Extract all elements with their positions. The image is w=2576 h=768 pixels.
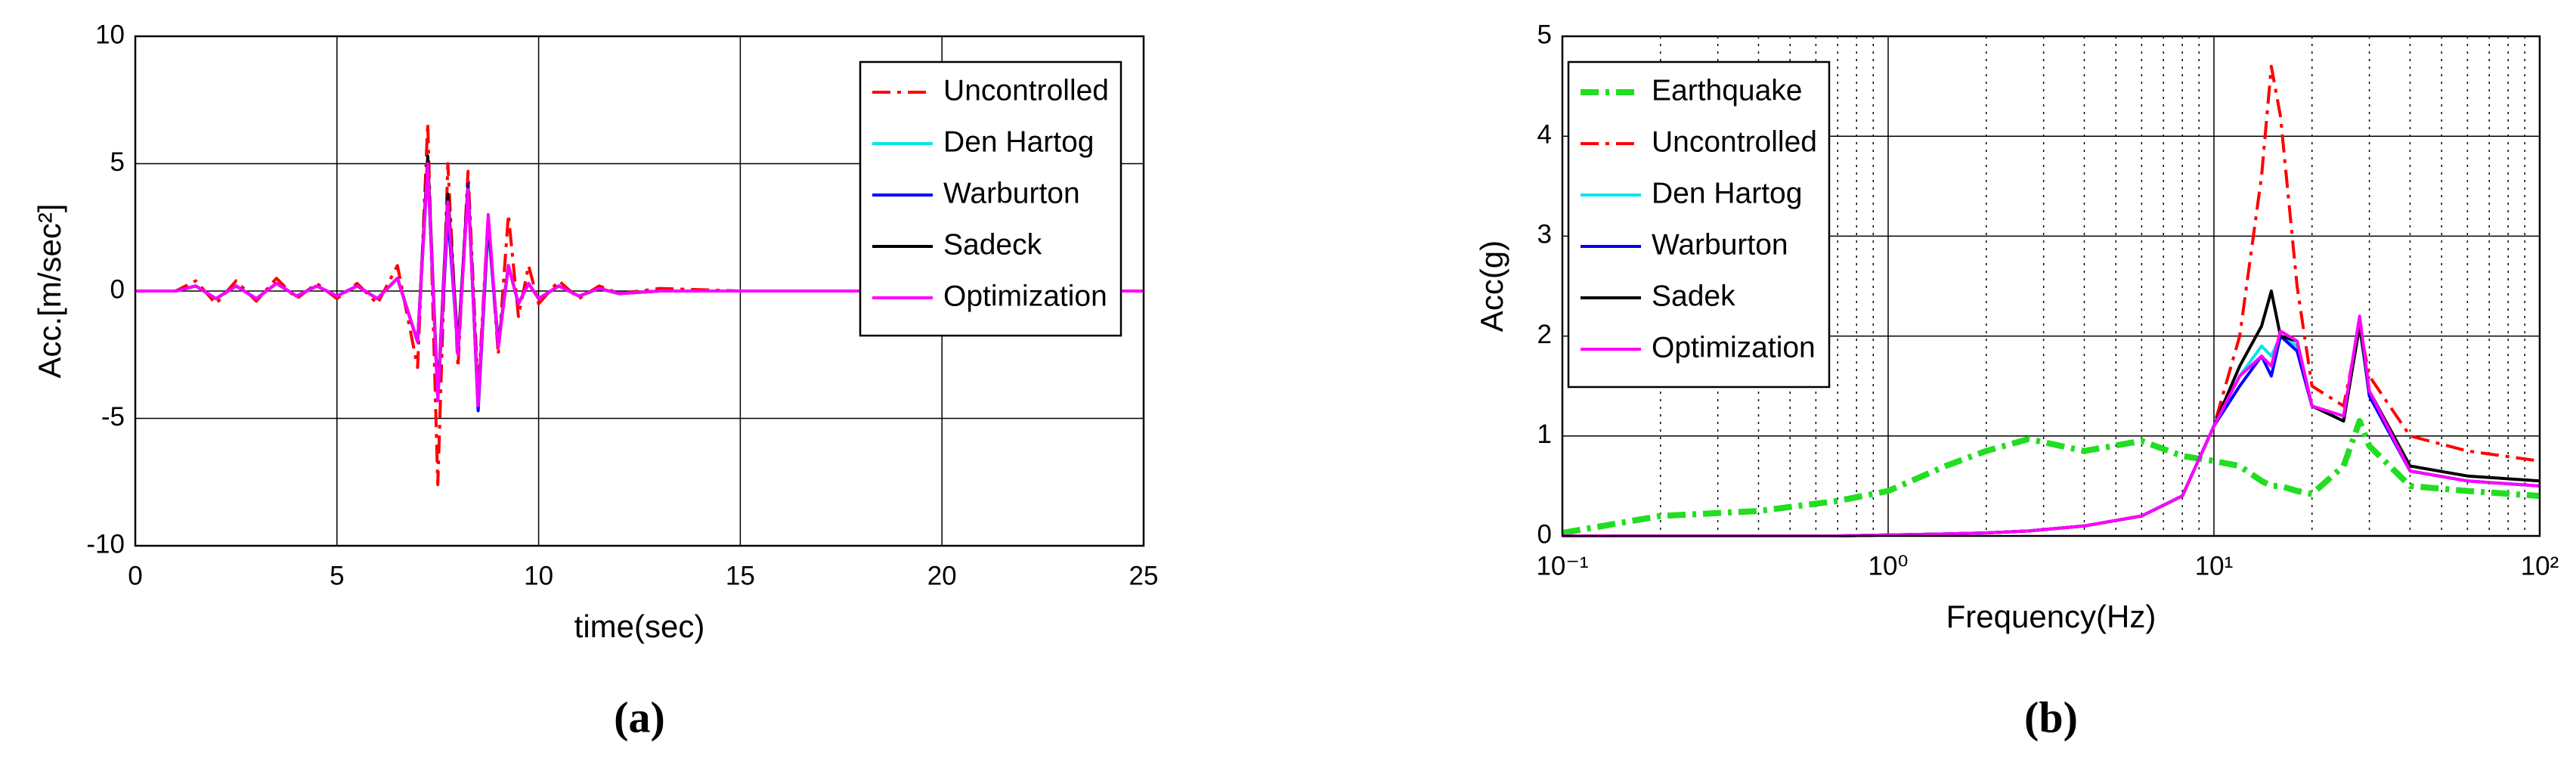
legend: Uncontrolled Den Hartog Warburton Sadeck Opt… xyxy=(859,60,1122,337)
y-tick-label: 1 xyxy=(1537,420,1552,449)
legend-label: Uncontrolled xyxy=(943,74,1109,107)
chart: 0 5 10 15 20 25 -10 -5 0 5 10 Uncontrolled Den Harto… xyxy=(32,20,1158,742)
x-tick-label: 20 xyxy=(927,561,957,590)
legend-label: Optimization xyxy=(943,280,1107,312)
caption: (b) xyxy=(2024,692,2078,742)
y-tick-label: 4 xyxy=(1537,119,1552,149)
plot-frame xyxy=(1561,35,2541,537)
x-tick-label: 0 xyxy=(128,561,142,590)
legend-label: Earthquake xyxy=(1652,74,1802,107)
plot-frame xyxy=(134,35,1145,547)
series-line xyxy=(135,162,1144,407)
y-tick-label: -10 xyxy=(86,529,125,559)
y-tick-label: -5 xyxy=(101,402,125,432)
x-tick-label: 5 xyxy=(330,561,344,590)
legend-label: Optimization xyxy=(1652,331,1816,364)
y-tick-label: 2 xyxy=(1537,320,1552,349)
y-tick-label: 0 xyxy=(1537,519,1552,549)
legend-label: Sadek xyxy=(1652,280,1735,312)
x-tick-label: 10² xyxy=(2521,551,2559,581)
y-tick-label: 0 xyxy=(110,274,125,304)
x-tick-label: 15 xyxy=(726,561,755,590)
legend-label: Warburton xyxy=(1652,228,1788,261)
legend: Earthquake Uncontrolled Den Hartog Warburto… xyxy=(1567,60,1831,389)
legend-box xyxy=(859,60,1122,337)
x-tick-label: 10⁰ xyxy=(1869,551,1909,581)
legend-label: Warburton xyxy=(943,177,1080,209)
y-axis-label: Acc.[m/sec²] xyxy=(32,203,67,378)
x-tick-label: 10 xyxy=(524,561,553,590)
x-axis-label: Frequency(Hz) xyxy=(1946,599,2156,634)
legend-label: Uncontrolled xyxy=(1652,125,1817,158)
caption: (a) xyxy=(614,692,665,742)
y-tick-label: 5 xyxy=(1537,20,1552,49)
y-tick-label: 5 xyxy=(110,147,125,177)
y-tick-label: 10 xyxy=(95,20,125,49)
legend-label: Den Hartog xyxy=(1652,177,1802,209)
x-tick-label: 10⁻¹ xyxy=(1536,551,1588,581)
x-axis-label: time(sec) xyxy=(574,609,705,644)
legend-label: Sadeck xyxy=(943,228,1042,261)
legend-label: Den Hartog xyxy=(943,125,1094,158)
legend-box xyxy=(1567,60,1831,389)
x-tick-label: 25 xyxy=(1129,561,1159,590)
series-line xyxy=(1562,418,2540,536)
x-tick-label: 10¹ xyxy=(2195,551,2234,581)
chart: 10⁻¹ 10⁰ 10¹ 10² 0 1 2 3 4 5 Earthquake Uncontrolle… xyxy=(1474,20,2559,742)
y-axis-label: Acc(g) xyxy=(1474,240,1509,332)
y-tick-label: 3 xyxy=(1537,220,1552,249)
